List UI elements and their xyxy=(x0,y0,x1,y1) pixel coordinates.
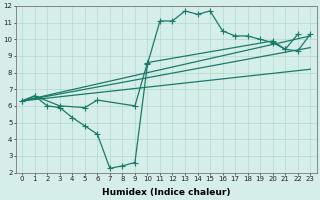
X-axis label: Humidex (Indice chaleur): Humidex (Indice chaleur) xyxy=(102,188,230,197)
